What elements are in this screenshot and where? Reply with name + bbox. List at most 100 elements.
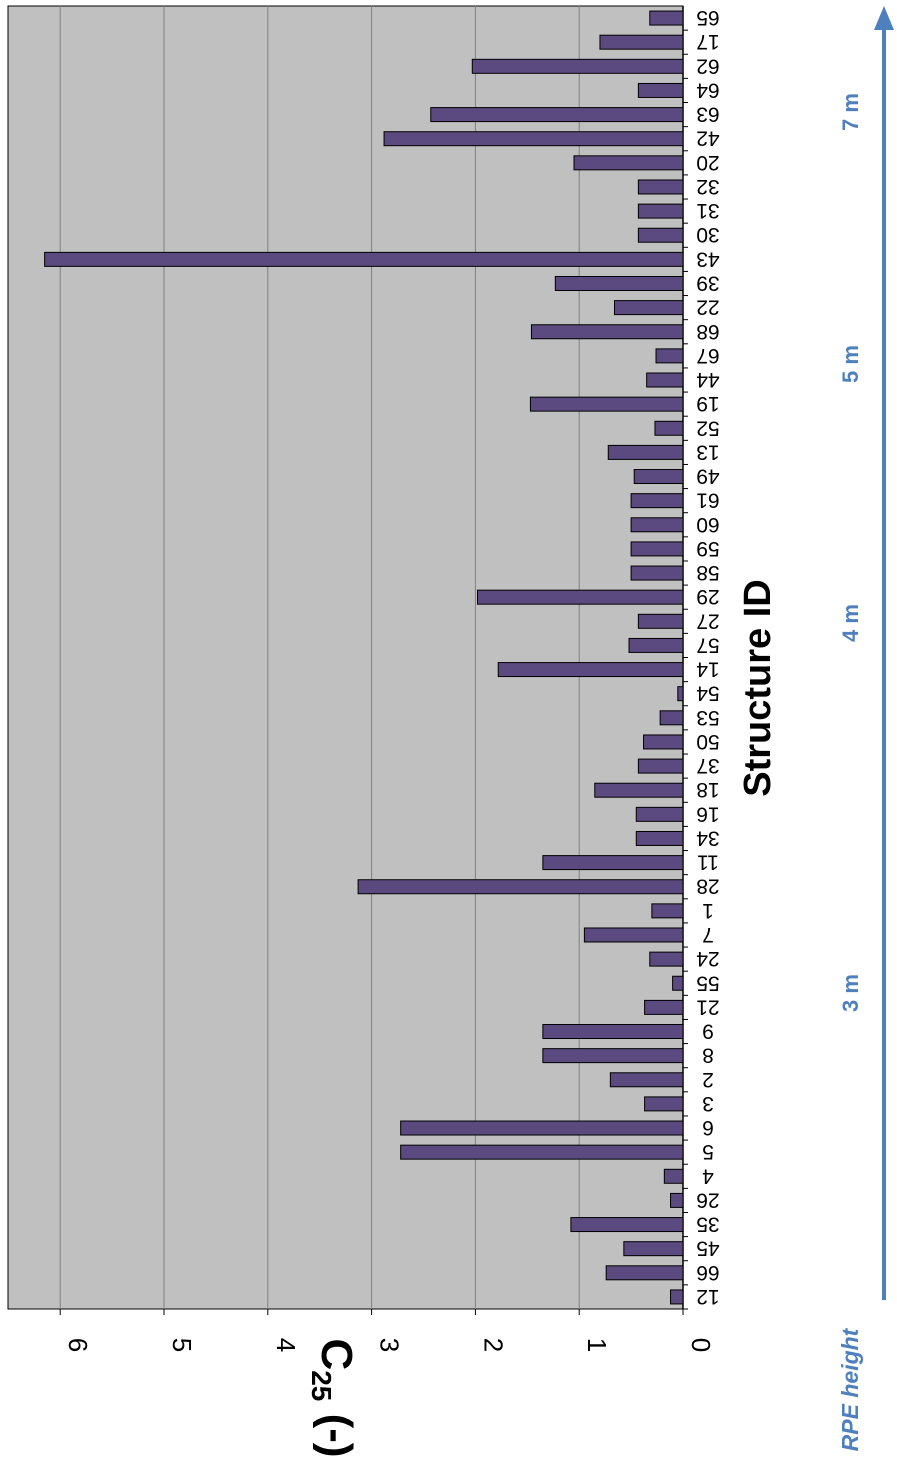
- bar-28: [357, 879, 684, 895]
- x-tick-label: 14: [696, 658, 720, 681]
- bar-43: [44, 251, 684, 267]
- bar-58: [630, 565, 684, 581]
- x-tick-label: 18: [696, 778, 719, 801]
- x-tick-label: 37: [696, 754, 719, 777]
- bar-37: [637, 758, 684, 774]
- x-tick-label: 29: [696, 585, 719, 608]
- x-tick-label: 67: [696, 344, 719, 367]
- y-tick-label: 1: [582, 1338, 612, 1352]
- bar-2: [609, 1072, 684, 1088]
- bar-61: [630, 493, 684, 509]
- bar-30: [637, 227, 684, 243]
- bar-68: [530, 324, 684, 340]
- x-tick-label: 53: [696, 706, 719, 729]
- x-tick-label: 28: [696, 875, 719, 898]
- y-axis-title: C25 (-): [306, 1338, 361, 1457]
- bar-5: [400, 1144, 684, 1160]
- x-tick-label: 22: [696, 296, 719, 319]
- x-tick-label: 43: [696, 247, 719, 270]
- bar-34: [635, 830, 684, 846]
- y-tick-label: 0: [686, 1338, 716, 1352]
- rpe-marker-4m: 4 m: [838, 604, 863, 642]
- y-axis-title-sub: 25: [306, 1370, 337, 1401]
- x-tick-label: 31: [696, 199, 719, 222]
- x-tick-label: 32: [696, 175, 719, 198]
- bar-16: [635, 806, 684, 822]
- bar-14: [497, 662, 684, 678]
- bar-39: [554, 275, 684, 291]
- bar-60: [630, 517, 684, 533]
- y-tick-label: 3: [375, 1338, 405, 1352]
- bar-12: [670, 1289, 684, 1305]
- bar-13: [607, 444, 684, 460]
- bar-65: [649, 10, 684, 26]
- x-tick-label: 17: [696, 30, 719, 53]
- y-tick-label: 4: [271, 1338, 301, 1352]
- x-tick-label: 4: [702, 1164, 714, 1187]
- x-tick-label: 62: [696, 54, 719, 77]
- y-tick-label: 5: [167, 1338, 197, 1352]
- x-tick-label: 39: [696, 271, 719, 294]
- x-tick-label: 30: [696, 223, 719, 246]
- x-tick-label: 21: [696, 995, 719, 1018]
- x-tick-label: 26: [696, 1188, 719, 1211]
- x-tick-label: 20: [696, 151, 719, 174]
- bar-53: [659, 710, 684, 726]
- x-tick-label: 5: [702, 1140, 714, 1163]
- rpe-label: RPE height: [837, 1327, 863, 1451]
- bar-8: [542, 1048, 684, 1064]
- bar-45: [623, 1241, 684, 1257]
- bar-52: [654, 420, 684, 436]
- bar-32: [637, 179, 684, 195]
- x-tick-label: 34: [696, 826, 720, 849]
- x-tick-label: 6: [702, 1116, 714, 1139]
- bar-67: [655, 348, 684, 364]
- bar-22: [613, 300, 684, 316]
- rpe-marker-7m: 7 m: [838, 93, 863, 131]
- bar-57: [628, 637, 684, 653]
- x-tick-label: 59: [696, 537, 719, 560]
- x-tick-label: 2: [702, 1068, 714, 1091]
- x-tick-label: 49: [696, 465, 719, 488]
- bar-59: [630, 541, 684, 557]
- y-tick-label: 6: [63, 1338, 93, 1352]
- x-tick-label: 58: [696, 561, 719, 584]
- y-axis-title-main: C: [312, 1338, 361, 1370]
- bar-31: [637, 203, 684, 219]
- x-tick-label: 27: [696, 609, 719, 632]
- bar-29: [476, 589, 684, 605]
- x-tick-label: 1: [702, 899, 714, 922]
- bar-21: [644, 999, 684, 1015]
- bar-55: [672, 975, 684, 991]
- x-tick-label: 12: [696, 1285, 719, 1308]
- bar-54: [677, 686, 684, 702]
- bar-49: [633, 469, 684, 485]
- bar-26: [670, 1192, 684, 1208]
- x-tick-label: 44: [696, 368, 720, 391]
- x-tick-label: 3: [702, 1092, 714, 1115]
- x-tick-label: 61: [696, 489, 719, 512]
- rpe-arrow-head: [874, 6, 894, 30]
- x-tick-label: 7: [702, 923, 714, 946]
- bar-19: [529, 396, 684, 412]
- bar-62: [471, 58, 684, 74]
- x-tick-label: 45: [696, 1237, 719, 1260]
- bar-11: [542, 855, 684, 871]
- bar-35: [570, 1217, 684, 1233]
- bar-3: [644, 1096, 684, 1112]
- bar-18: [594, 782, 684, 798]
- y-axis-title-suffix: (-): [312, 1401, 361, 1457]
- rpe-marker-3m: 3 m: [838, 974, 863, 1012]
- bar-20: [573, 155, 684, 171]
- bar-7: [583, 927, 684, 943]
- x-tick-label: 50: [696, 730, 719, 753]
- x-tick-label: 16: [696, 802, 719, 825]
- bar-6: [400, 1120, 684, 1136]
- bar-66: [605, 1265, 684, 1281]
- x-tick-label: 55: [696, 971, 719, 994]
- rpe-marker-5m: 5 m: [838, 345, 863, 383]
- x-tick-label: 54: [696, 682, 720, 705]
- x-tick-label: 68: [696, 320, 719, 343]
- x-tick-label: 65: [696, 6, 719, 29]
